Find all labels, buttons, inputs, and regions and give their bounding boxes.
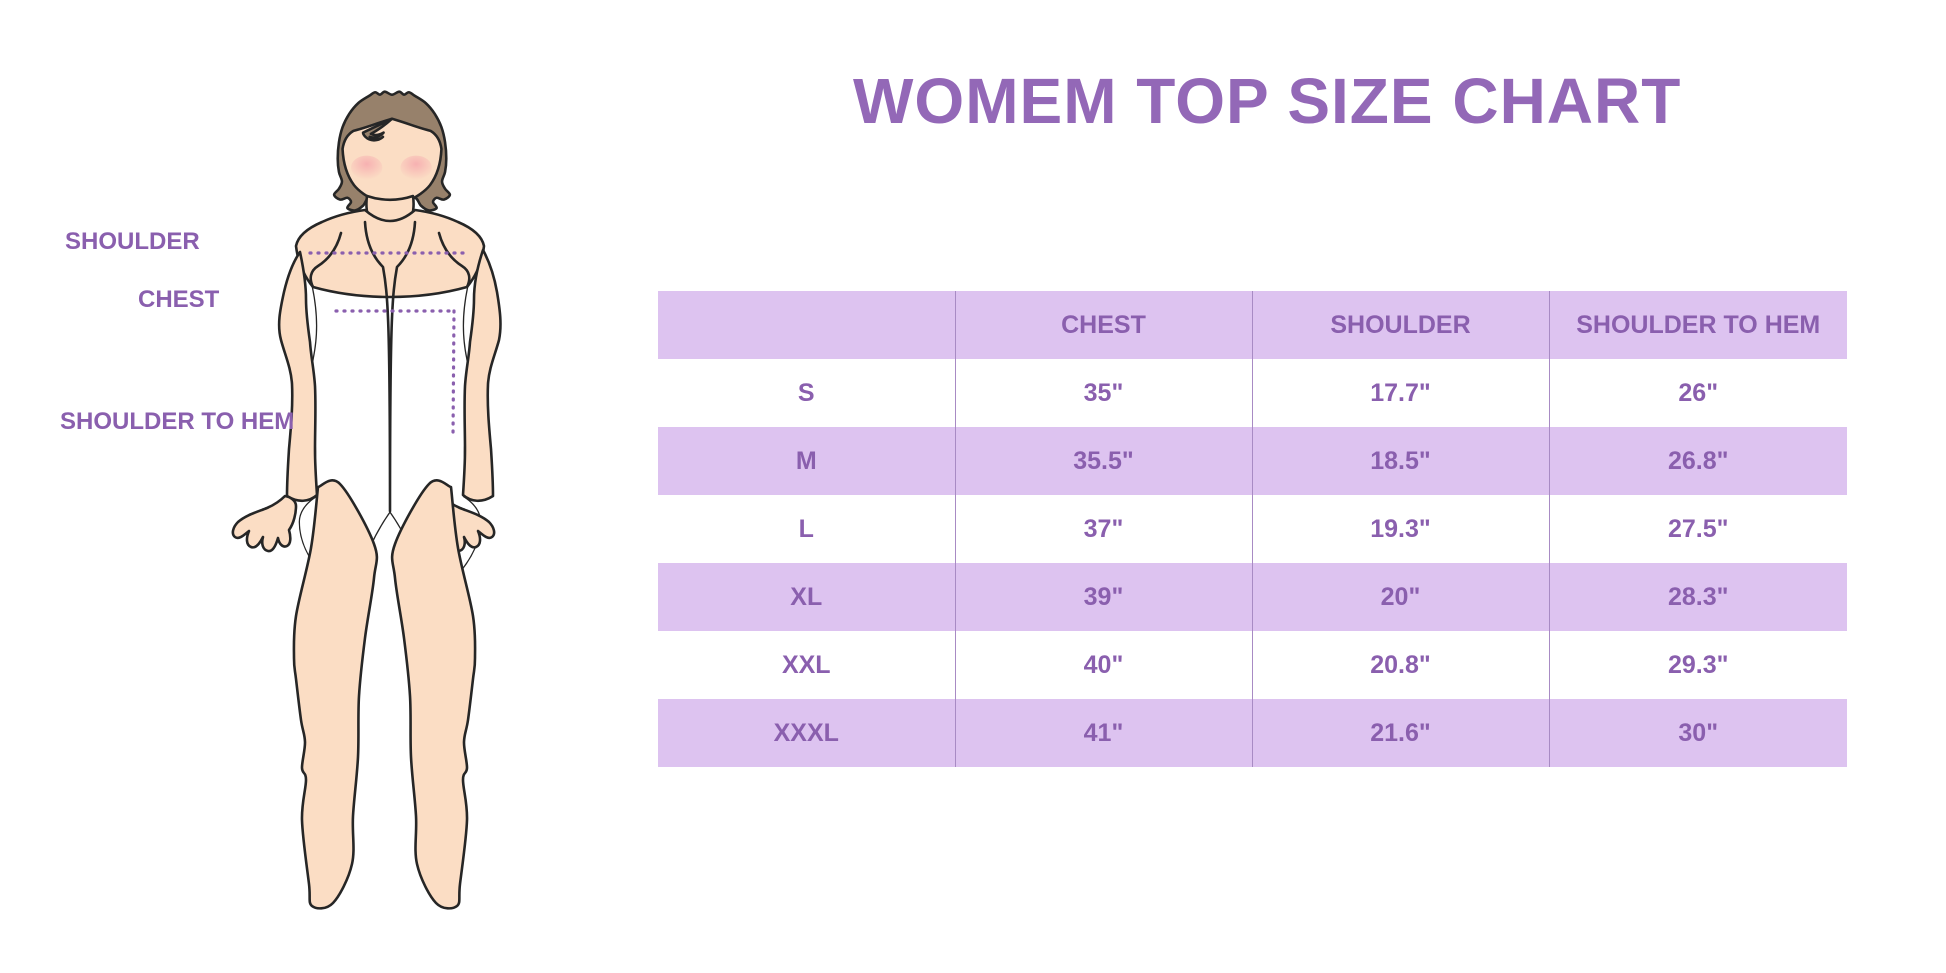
svg-text:SHOULDER: SHOULDER (65, 228, 200, 255)
svg-text:SHOULDER TO HEM: SHOULDER TO HEM (60, 408, 294, 435)
svg-text:CHEST: CHEST (138, 286, 220, 313)
